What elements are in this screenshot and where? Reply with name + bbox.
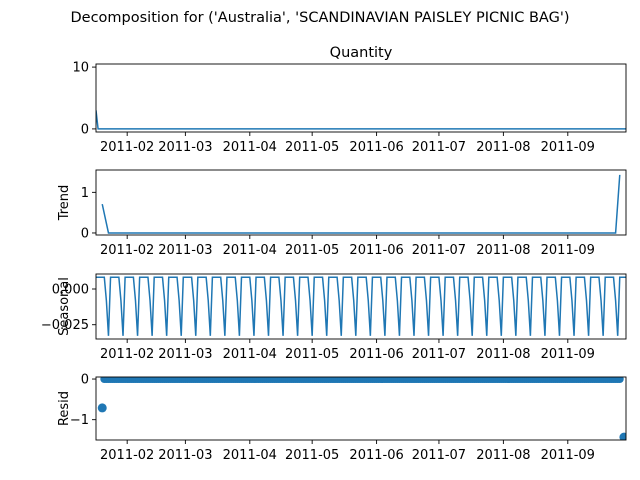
x-tick-label: 2011-07 — [412, 140, 466, 155]
x-tick-label: 2011-04 — [223, 448, 277, 463]
axes-frame — [95, 376, 627, 441]
y-tick-label: 0 — [81, 122, 89, 137]
x-tick-label: 2011-09 — [541, 140, 595, 155]
x-tick-label: 2011-02 — [100, 347, 154, 362]
x-tick-label: 2011-05 — [285, 140, 339, 155]
plot-area — [101, 174, 621, 234]
x-tick-label: 2011-09 — [541, 448, 595, 463]
plot-area — [96, 110, 626, 130]
figure-suptitle: Decomposition for ('Australia', 'SCANDIN… — [71, 10, 570, 26]
x-tick-label: 2011-07 — [412, 243, 466, 258]
resid-point — [615, 377, 624, 384]
y-axis-label: Seasonal — [57, 277, 72, 336]
x-tick-label: 2011-02 — [100, 243, 154, 258]
series-line-trend — [101, 174, 621, 234]
y-tick-label: −1 — [70, 413, 89, 428]
x-tick-label: 2011-02 — [100, 140, 154, 155]
x-tick-label: 2011-03 — [158, 140, 212, 155]
axes-frame — [95, 169, 627, 236]
x-tick-label: 2011-05 — [285, 243, 339, 258]
y-tick-label: 10 — [72, 61, 89, 76]
x-tick-label: 2011-03 — [158, 243, 212, 258]
x-tick-label: 2011-05 — [285, 448, 339, 463]
x-tick-label: 2011-06 — [349, 243, 403, 258]
plot-area — [97, 377, 626, 440]
x-tick-label: 2011-08 — [476, 243, 530, 258]
x-tick-label: 2011-04 — [223, 140, 277, 155]
x-tick-label: 2011-03 — [158, 347, 212, 362]
panel-observed: 0 10 2011-02 2011-03 2011-04 2011-05 2011-06 20… — [72, 45, 627, 155]
panel-seasonal: 0.000 −0.025 2011-02 2011-03 2011-04 2011-05 2… — [41, 273, 627, 362]
x-tick-label: 2011-08 — [476, 347, 530, 362]
x-tick-label: 2011-09 — [541, 243, 595, 258]
y-tick-label: 0.000 — [52, 283, 89, 298]
axes-frame — [95, 63, 627, 133]
x-tick-label: 2011-07 — [412, 347, 466, 362]
x-tick-label: 2011-08 — [476, 448, 530, 463]
x-tick-label: 2011-06 — [349, 140, 403, 155]
x-tick-label: 2011-06 — [349, 347, 403, 362]
panel-resid: 0 −1 2011-02 2011-03 2011-04 2011-05 2011-06 20… — [57, 373, 627, 463]
y-axis-label: Resid — [57, 391, 72, 426]
resid-point — [97, 403, 107, 413]
resid-point — [619, 432, 626, 440]
panel-title: Quantity — [330, 45, 393, 61]
x-tick-label: 2011-03 — [158, 448, 212, 463]
y-axis-label: Trend — [57, 185, 72, 222]
y-tick-label: 0 — [81, 226, 89, 241]
panel-trend: 0 1 2011-02 2011-03 2011-04 2011-05 2011-06 201… — [57, 169, 627, 258]
series-line-observed — [96, 110, 626, 130]
series-line-seasonal — [96, 276, 626, 336]
x-tick-label: 2011-05 — [285, 347, 339, 362]
x-tick-label: 2011-07 — [412, 448, 466, 463]
plot-area — [96, 276, 626, 336]
x-tick-label: 2011-08 — [476, 140, 530, 155]
axes-frame — [95, 273, 627, 340]
x-tick-label: 2011-06 — [349, 448, 403, 463]
y-tick-label: 0 — [81, 373, 89, 388]
y-tick-label: −0.025 — [41, 318, 89, 333]
x-tick-label: 2011-02 — [100, 448, 154, 463]
y-tick-label: 1 — [81, 186, 89, 201]
x-tick-label: 2011-04 — [223, 347, 277, 362]
x-tick-label: 2011-04 — [223, 243, 277, 258]
x-tick-label: 2011-09 — [541, 347, 595, 362]
